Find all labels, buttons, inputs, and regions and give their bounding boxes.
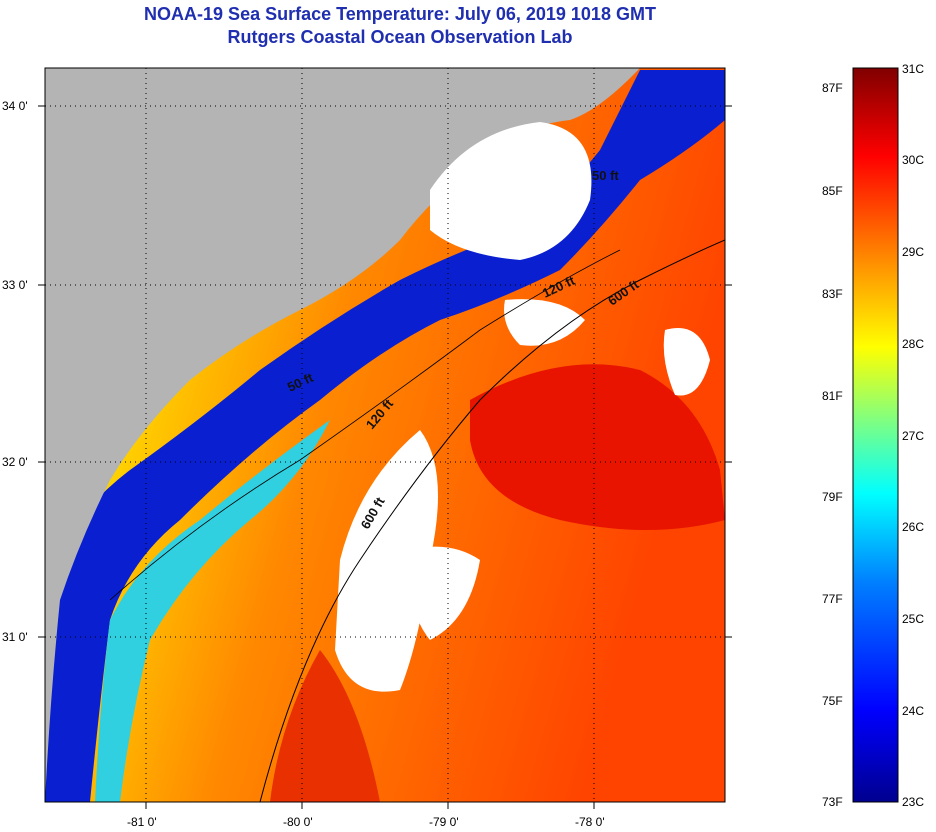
- transition-water: [95, 420, 330, 802]
- celsius-label: 30C: [902, 153, 924, 167]
- cloud-patch: [663, 328, 710, 396]
- map-frame: [44, 67, 726, 803]
- celsius-label: 25C: [902, 612, 924, 626]
- celsius-label: 31C: [902, 62, 924, 76]
- fahrenheit-label: 83F: [822, 287, 843, 301]
- lon-label: -78 0': [575, 815, 605, 829]
- contour-label: 50 ft: [592, 168, 619, 183]
- warm-core-region: [470, 364, 725, 530]
- fahrenheit-label: 79F: [822, 490, 843, 504]
- celsius-label: 23C: [902, 795, 924, 809]
- cloud-patch: [504, 299, 585, 346]
- colorbar-f-labels: 87F 85F 83F 81F 79F 77F 75F 73F: [822, 81, 843, 809]
- cloud-patch: [409, 546, 480, 640]
- fahrenheit-label: 85F: [822, 184, 843, 198]
- land-area: [45, 68, 640, 802]
- cloud-patch: [335, 430, 438, 692]
- colorbar-c-labels: 31C 30C 29C 28C 27C 26C 25C 24C 23C: [902, 62, 924, 809]
- lat-label: 33 0': [2, 278, 28, 292]
- cloud-patch: [430, 122, 592, 260]
- fahrenheit-label: 77F: [822, 592, 843, 606]
- celsius-label: 27C: [902, 429, 924, 443]
- map-title: NOAA-19 Sea Surface Temperature: July 06…: [144, 4, 656, 24]
- isobath-120ft: [109, 249, 621, 601]
- celsius-label: 26C: [902, 520, 924, 534]
- fahrenheit-label: 75F: [822, 694, 843, 708]
- celsius-label: 24C: [902, 704, 924, 718]
- colorbar: [852, 67, 899, 803]
- celsius-label: 28C: [902, 337, 924, 351]
- lon-label: -79 0': [429, 815, 459, 829]
- lat-label: 32 0': [2, 455, 28, 469]
- fahrenheit-label: 87F: [822, 81, 843, 95]
- graticule: [45, 68, 725, 802]
- fahrenheit-label: 81F: [822, 389, 843, 403]
- tick-marks: [38, 105, 732, 809]
- lat-label: 34 0': [2, 99, 28, 113]
- lon-label: -80 0': [283, 815, 313, 829]
- celsius-label: 29C: [902, 245, 924, 259]
- isobath-600ft: [259, 239, 725, 802]
- lat-label: 31 0': [2, 630, 28, 644]
- coastal-cold-water: [45, 70, 725, 802]
- fahrenheit-label: 73F: [822, 795, 843, 809]
- warm-region-south: [270, 650, 380, 802]
- lon-label: -81 0': [127, 815, 157, 829]
- map-subtitle: Rutgers Coastal Ocean Observation Lab: [227, 27, 573, 47]
